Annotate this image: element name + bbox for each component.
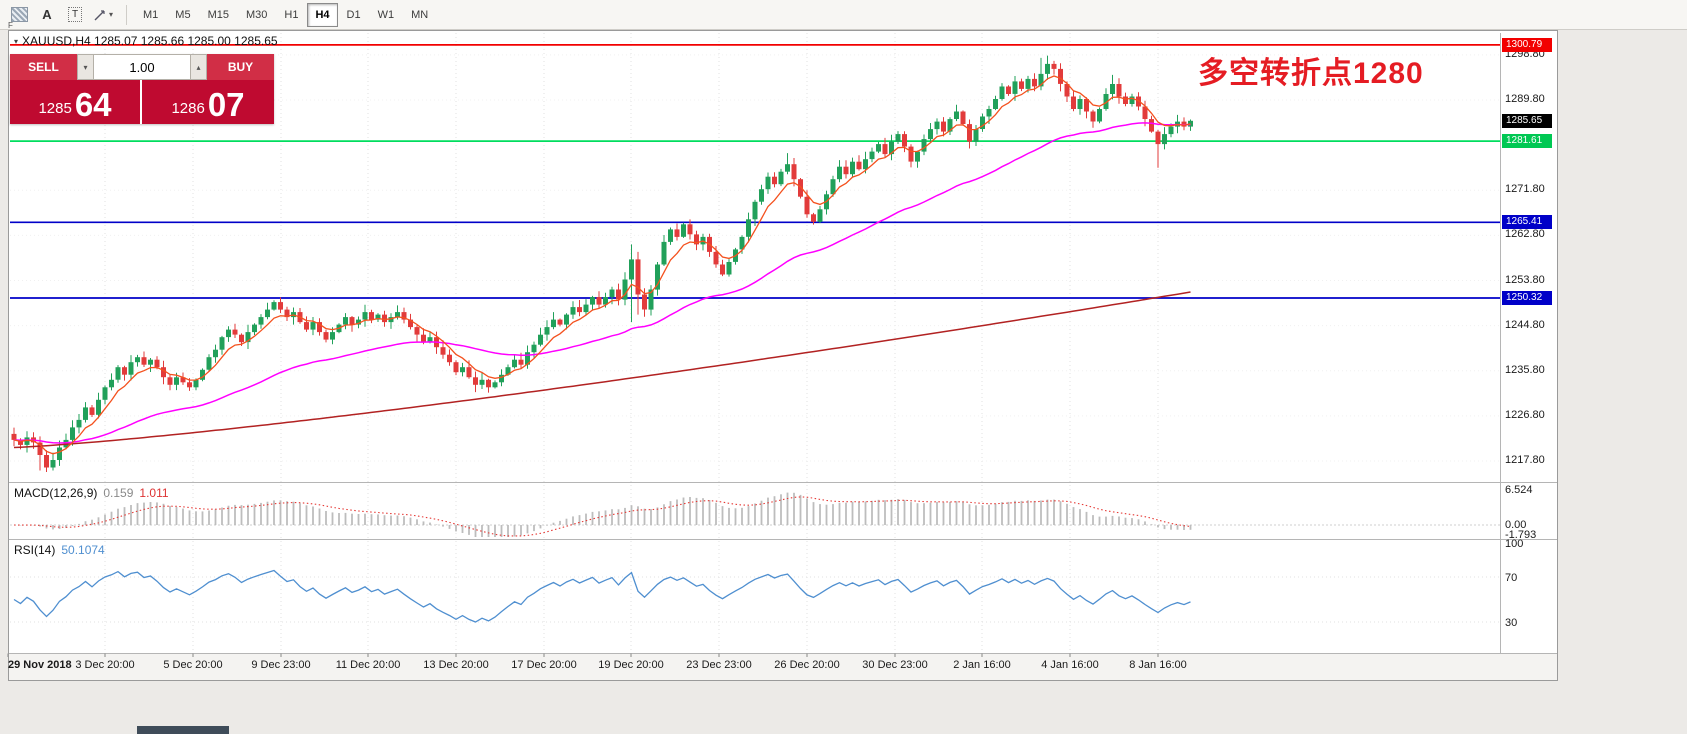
timeframe-w1[interactable]: W1: [377, 8, 395, 21]
timeframe-h1[interactable]: H1: [284, 8, 299, 21]
toolbar: F A T ▾ M1 M5 M15 M30 H1 H4 D1 W1 MN: [0, 0, 1687, 30]
timeframe-buttons: M1 M5 M15 M30 H1 H4 D1 W1 MN: [135, 2, 437, 27]
timeframe-m5[interactable]: M5: [175, 8, 191, 21]
ask-big-digits: 07: [207, 86, 245, 123]
one-click-trading-panel: SELL ▾ 1.00 ▴ BUY 1285 64 1286 07: [10, 54, 274, 124]
macd-pane-label: MACD(12,26,9) 0.159 1.011: [14, 486, 169, 500]
timeframe-h4[interactable]: H4: [307, 2, 338, 27]
bid-price: 1285 64: [10, 80, 142, 124]
chart-header: ▾ XAUUSD,H4 1285.07 1285.66 1285.00 1285…: [14, 34, 278, 48]
timeframe-m30[interactable]: M30: [245, 8, 268, 21]
f-label: F: [8, 20, 13, 30]
volume-input[interactable]: 1.00: [94, 54, 190, 80]
volume-increase-button[interactable]: ▴: [190, 54, 207, 80]
bid-ask-display: 1285 64 1286 07: [10, 80, 274, 124]
draw-shapes-button[interactable]: ▾: [90, 3, 116, 27]
sell-button[interactable]: SELL: [10, 54, 77, 80]
symbol-ohlc-text: XAUUSD,H4 1285.07 1285.66 1285.00 1285.6…: [22, 34, 278, 48]
volume-decrease-button[interactable]: ▾: [77, 54, 94, 80]
macd-value-signal: 1.011: [139, 486, 169, 500]
text-label-button[interactable]: A: [42, 7, 52, 22]
macd-name: MACD(12,26,9): [14, 486, 98, 500]
rsi-name: RSI(14): [14, 543, 56, 557]
bid-main-digits: 1285: [38, 100, 72, 117]
text-box-button[interactable]: T: [62, 3, 88, 27]
timeframe-d1[interactable]: D1: [346, 8, 361, 21]
timeframe-m1[interactable]: M1: [143, 8, 159, 21]
taskbar-fragment: [137, 726, 229, 734]
macd-value-main: 0.159: [103, 486, 134, 500]
trade-panel-controls: SELL ▾ 1.00 ▴ BUY: [10, 54, 274, 80]
rsi-value: 50.1074: [61, 543, 105, 557]
buy-button[interactable]: BUY: [207, 54, 274, 80]
shapes-icon: [94, 9, 105, 20]
chevron-down-icon: ▾: [108, 10, 113, 19]
ask-price: 1286 07: [142, 80, 274, 124]
crosshair-grid-button[interactable]: F: [6, 3, 32, 30]
toolbar-separator: [126, 4, 127, 25]
timeframe-mn[interactable]: MN: [411, 8, 429, 21]
collapse-triangle-icon: ▾: [14, 36, 19, 46]
ask-main-digits: 1286: [171, 100, 205, 117]
timeframe-m15[interactable]: M15: [207, 8, 229, 21]
rsi-pane-label: RSI(14) 50.1074: [14, 543, 105, 557]
grid-icon: [10, 7, 28, 22]
bid-big-digits: 64: [74, 86, 112, 123]
text-box-icon: T: [67, 7, 83, 22]
chart-annotation: 多空转折点1280: [1198, 57, 1424, 90]
chart-window: [8, 30, 1558, 681]
